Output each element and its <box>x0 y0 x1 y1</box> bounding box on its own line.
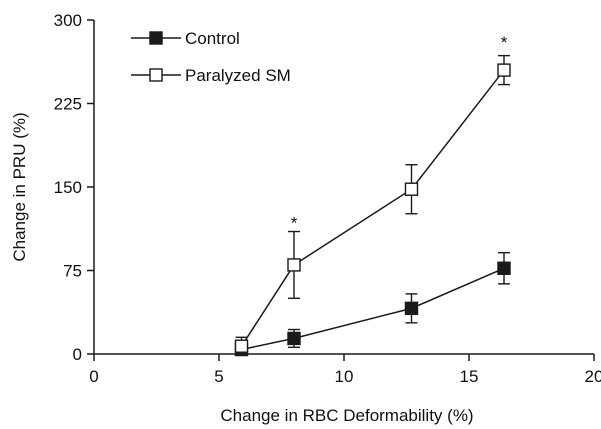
legend-filled-square-icon <box>149 31 163 45</box>
legend-label: Control <box>185 29 240 48</box>
x-tick-label: 5 <box>214 367 223 386</box>
series-line <box>240 69 505 347</box>
y-tick-label: 150 <box>54 178 82 197</box>
y-tick-label: 0 <box>73 345 82 364</box>
y-tick-label: 225 <box>54 95 82 114</box>
x-tick-label: 0 <box>89 367 98 386</box>
legend-label: Paralyzed SM <box>185 66 291 85</box>
significance-marker: * <box>501 33 508 52</box>
x-tick-label: 15 <box>460 367 479 386</box>
y-tick-label: 300 <box>54 11 82 30</box>
legend-open-square-icon <box>149 68 163 82</box>
legend: Control Paralyzed SM <box>131 29 291 85</box>
data-point-filled-square <box>497 261 511 275</box>
series-paralyzed-sm <box>234 54 511 355</box>
series-control <box>234 251 511 357</box>
significance-marker: * <box>291 213 298 232</box>
x-tick-label: 20 <box>585 367 601 386</box>
data-point-open-square <box>287 258 301 272</box>
data-point-filled-square <box>404 301 419 316</box>
data-point-filled-square <box>287 331 301 346</box>
data-point-open-square <box>497 63 511 77</box>
data-point-open-square <box>234 339 249 353</box>
y-tick-label: 75 <box>63 262 82 281</box>
y-axis-title: Change in PRU (%) <box>10 112 29 261</box>
x-tick-label: 10 <box>335 367 354 386</box>
series-layer: ** <box>234 33 511 357</box>
series-line <box>241 267 505 351</box>
data-point-open-square <box>404 182 419 196</box>
axes: 0 5 10 15 20 0 75 150 225 300 <box>54 11 601 386</box>
x-axis-title: Change in RBC Deformability (%) <box>220 406 473 425</box>
